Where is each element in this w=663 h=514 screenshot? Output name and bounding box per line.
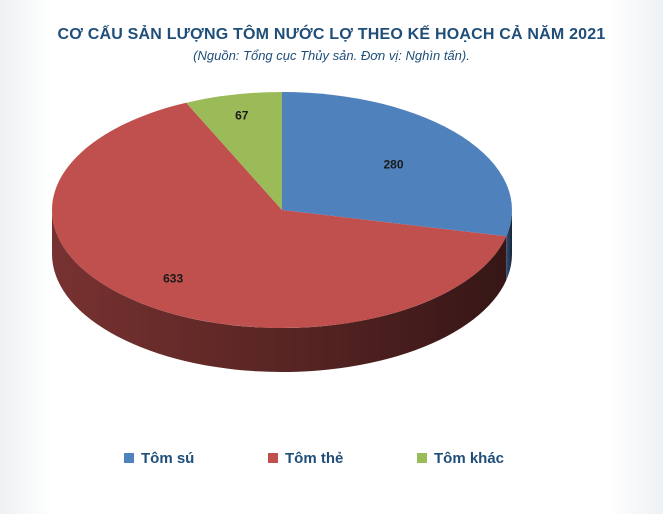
chart-subtitle: (Nguồn: Tổng cục Thủy sản. Đơn vị: Nghìn… [193,48,470,63]
chart-title: CƠ CẤU SẢN LƯỢNG TÔM NƯỚC LỢ THEO KẾ HOẠ… [57,26,606,43]
legend-label-tom-the: Tôm thẻ [285,449,344,467]
data-label-tôm-thẻ: 633 [163,272,183,286]
pie-slice-tôm-thẻ [51,102,507,328]
pie-data-labels: 280 633 67 [163,108,404,285]
legend-label-tom-su: Tôm sú [141,449,195,467]
legend-swatch-tom-the [268,453,278,463]
pie-side-tôm-sú [506,210,512,281]
data-label-tôm-khác: 67 [235,108,249,122]
pie-side-tôm-thẻ [52,210,507,372]
legend-label-tom-khac: Tôm khác [434,449,505,467]
legend-item-tom-the: Tôm thẻ [268,448,343,468]
legend-swatch-tom-khac [417,453,427,463]
pie-slice-tôm-khác [186,92,282,210]
pie-slices [51,92,512,328]
pie-slice-tôm-sú [282,92,512,237]
legend-swatch-tom-su [124,453,134,463]
chart-legend: Tôm sú Tôm thẻ Tôm khác [0,448,663,468]
data-label-tôm-sú: 280 [383,157,403,171]
legend-item-tom-su: Tôm sú [124,448,194,468]
pie-side-walls [52,210,512,372]
legend-item-tom-khac: Tôm khác [417,448,504,468]
